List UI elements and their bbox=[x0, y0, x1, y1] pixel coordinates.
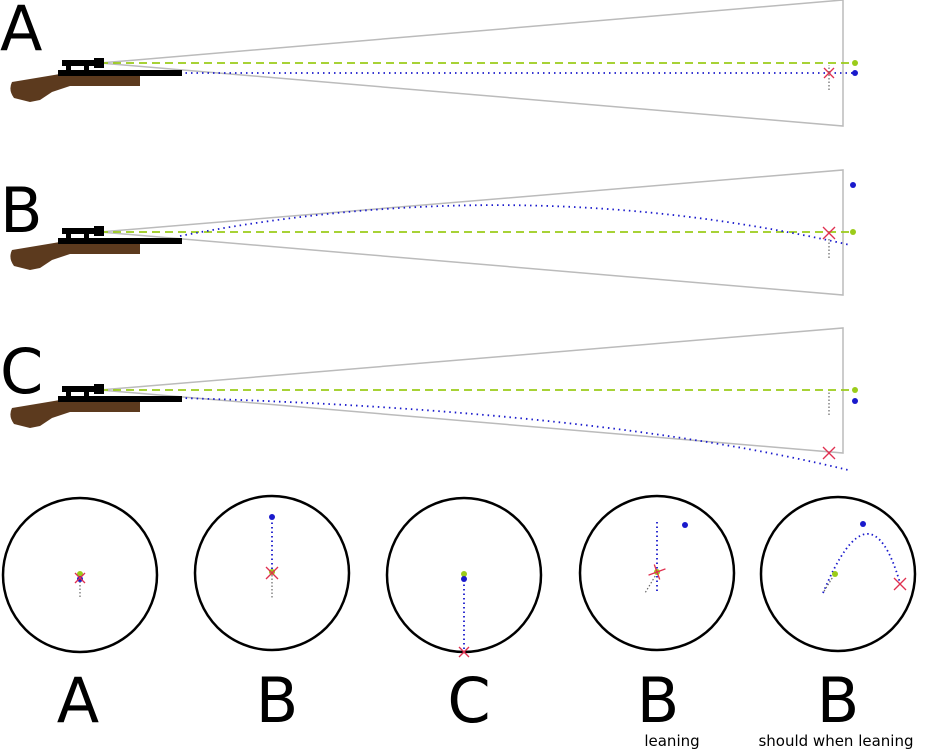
target-c-sight-dot bbox=[461, 571, 467, 577]
target-a-trajectory-dot bbox=[77, 576, 83, 582]
target-b-should-leaning-arrow bbox=[822, 574, 835, 594]
target-b-leaning-arrow bbox=[644, 572, 658, 594]
target-b-leaning-caption: leaning bbox=[644, 732, 699, 750]
target-c-letter: C bbox=[447, 664, 490, 737]
panel-a-trajectory-dot bbox=[852, 70, 858, 76]
target-b-leaning-trajectory-dot bbox=[682, 522, 688, 528]
target-c-trajectory-dot bbox=[461, 576, 467, 582]
target-b-leaning-ring bbox=[578, 494, 736, 652]
panel-c-letter: C bbox=[0, 335, 43, 408]
target-b-trajectory-dot bbox=[269, 514, 275, 520]
target-b-leaning-letter: B bbox=[637, 664, 680, 737]
target-b-should-leaning-ring bbox=[759, 495, 917, 653]
panel-b-trajectory bbox=[179, 204, 851, 246]
panel-a-sight-dot bbox=[852, 60, 858, 66]
target-b-should-leaning-letter: B bbox=[817, 664, 860, 737]
panel-b-letter: B bbox=[0, 174, 43, 247]
target-a-sight-dot bbox=[77, 571, 83, 577]
panel-a-letter: A bbox=[0, 0, 42, 65]
target-b-should-leaning-impact-marker bbox=[893, 577, 907, 591]
target-b-impact-marker bbox=[265, 566, 279, 580]
target-b-should-leaning-trajectory bbox=[822, 533, 901, 594]
panel-b-impact-marker bbox=[822, 226, 836, 240]
target-b-ring bbox=[193, 494, 351, 652]
target-b-should-leaning bbox=[759, 495, 917, 653]
target-b-should-leaning-caption: should when leaning bbox=[758, 732, 913, 750]
target-a-ring bbox=[1, 496, 159, 654]
target-b-sight-dot bbox=[269, 569, 275, 575]
panel-c-impact-marker bbox=[822, 446, 836, 460]
panel-a: A bbox=[0, 0, 858, 127]
target-b-leaning-impact-marker bbox=[648, 564, 666, 580]
panel-b-sight-dot bbox=[850, 229, 856, 235]
target-c bbox=[385, 496, 543, 658]
target-a-impact-marker bbox=[74, 572, 86, 584]
target-b-should-leaning-trajectory-dot bbox=[860, 521, 866, 527]
panel-c-trajectory-dot bbox=[852, 398, 858, 404]
panel-b-trajectory-dot bbox=[850, 182, 856, 188]
panel-a-impact-marker bbox=[823, 67, 835, 79]
target-c-impact-marker bbox=[458, 646, 470, 658]
target-a-letter: A bbox=[57, 664, 99, 737]
panel-c-sight-dot bbox=[852, 387, 858, 393]
target-a bbox=[1, 496, 159, 654]
panel-b: B bbox=[0, 169, 856, 296]
target-b-letter: B bbox=[256, 664, 299, 737]
panel-c: C bbox=[0, 327, 858, 471]
target-b-should-leaning-sight-dot bbox=[832, 571, 838, 577]
target-b bbox=[193, 494, 351, 652]
target-b-leaning bbox=[578, 494, 736, 652]
panel-c-trajectory bbox=[179, 397, 849, 471]
